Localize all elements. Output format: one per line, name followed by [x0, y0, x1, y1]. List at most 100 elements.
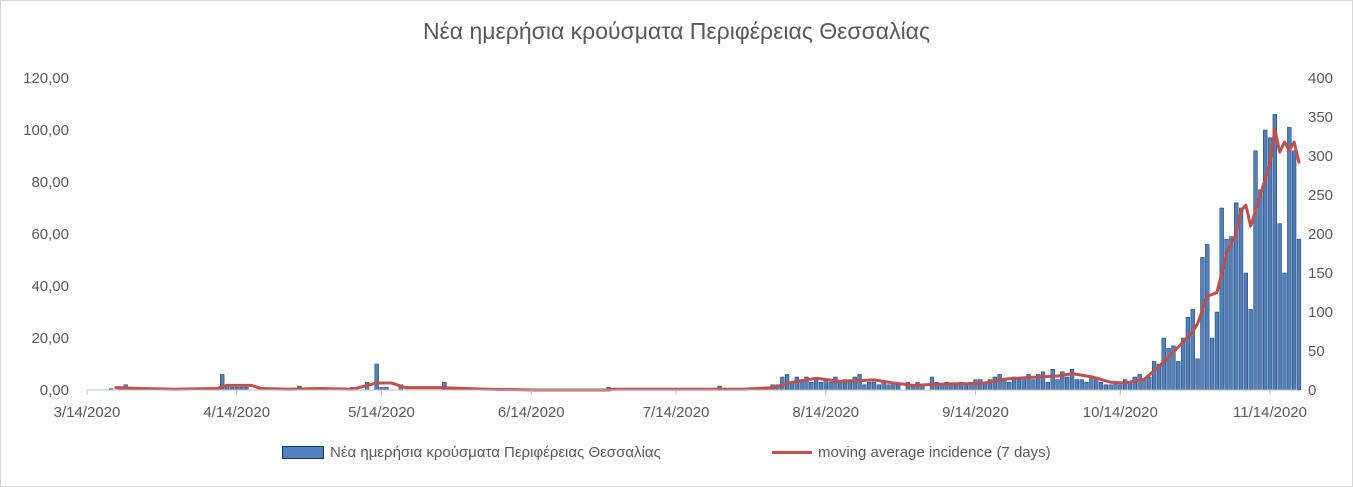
bar	[1050, 368, 1055, 391]
y-left-tick-label: 60,00	[31, 226, 69, 243]
bar	[896, 384, 901, 391]
bar	[1205, 244, 1210, 391]
moving-average-line	[114, 127, 1301, 392]
bar	[818, 381, 824, 391]
bar	[871, 381, 877, 391]
bar	[1147, 376, 1152, 391]
bar	[1238, 207, 1244, 391]
bar	[1137, 374, 1142, 391]
legend-item-bar: Νέα ημερήσια κρούσματα Περιφέρειας Θεσσα…	[282, 444, 661, 461]
bar	[1243, 272, 1248, 391]
y-right-tick-label: 400	[1308, 70, 1333, 87]
bar	[794, 376, 799, 391]
chart-title: Νέα ημερήσια κρούσματα Περιφέρειας Θεσσα…	[422, 18, 931, 44]
bar	[1016, 379, 1022, 391]
bar	[963, 384, 968, 391]
bar	[1055, 379, 1060, 391]
bar	[838, 381, 843, 391]
legend-item-line: moving average incidence (7 days)	[772, 444, 1051, 461]
bar	[1074, 379, 1079, 391]
y-left-tick-label: 100,00	[23, 122, 69, 139]
y-right-tick-label: 100	[1308, 304, 1333, 321]
y-right-tick-label: 0	[1308, 382, 1316, 399]
bar	[1185, 316, 1191, 391]
y-right-tick-label: 250	[1308, 187, 1333, 204]
x-tick-label: 9/14/2020	[942, 404, 1009, 421]
bar	[954, 384, 959, 391]
bar	[1296, 238, 1302, 391]
bar	[1118, 384, 1123, 391]
bar	[1098, 381, 1104, 391]
bar	[1190, 309, 1195, 391]
bar	[1253, 150, 1258, 391]
bar	[1180, 337, 1186, 391]
bar	[1002, 379, 1007, 391]
bar	[1267, 137, 1273, 391]
x-tick-label: 4/14/2020	[203, 404, 270, 421]
chart-legend: Νέα ημερήσια κρούσματα Περιφέρειας Θεσσα…	[0, 444, 1353, 468]
bar	[1094, 379, 1099, 391]
bar	[1229, 236, 1234, 391]
bar	[867, 381, 872, 391]
bar	[881, 381, 886, 391]
x-tick-label: 6/14/2020	[498, 404, 565, 421]
bar	[1108, 384, 1113, 391]
bar	[1200, 257, 1205, 391]
y-right-tick-label: 350	[1308, 109, 1333, 126]
bar	[1040, 371, 1046, 391]
x-tick-label: 3/14/2020	[54, 404, 121, 421]
bar	[1219, 207, 1224, 391]
bar	[992, 376, 997, 391]
bar	[1195, 358, 1200, 391]
bar	[1007, 381, 1012, 391]
bar	[1263, 129, 1268, 391]
legend-swatch-bar	[282, 446, 324, 459]
y-right-tick-label: 150	[1308, 265, 1333, 282]
bar	[949, 384, 954, 391]
y-right-tick-label: 200	[1308, 226, 1333, 243]
y-left-tick-label: 40,00	[31, 278, 69, 295]
bar	[1282, 272, 1287, 391]
y-left-tick-label: 0,00	[40, 382, 69, 399]
bar	[1065, 376, 1070, 391]
x-tick-label: 8/14/2020	[792, 404, 859, 421]
bar	[374, 363, 379, 391]
y-right-tick-label: 50	[1308, 343, 1325, 360]
legend-label-bar: Νέα ημερήσια κρούσματα Περιφέρειας Θεσσα…	[330, 444, 661, 461]
legend-swatch-line	[772, 451, 812, 454]
bar	[1287, 127, 1292, 391]
bar	[1079, 379, 1084, 391]
x-tick-label: 10/14/2020	[1083, 404, 1158, 421]
bar	[1292, 150, 1297, 391]
bar	[1132, 376, 1137, 391]
bar	[852, 376, 857, 391]
bar	[876, 384, 882, 391]
y-left-tick-label: 120,00	[23, 70, 69, 87]
y-left-tick-label: 80,00	[31, 174, 69, 191]
x-tick-label: 11/14/2020	[1233, 404, 1307, 421]
bar	[809, 381, 814, 391]
y-right-tick-label: 300	[1308, 148, 1333, 165]
bar	[1248, 309, 1253, 391]
bar	[1123, 379, 1128, 391]
legend-label-line: moving average incidence (7 days)	[818, 444, 1051, 461]
x-tick-label: 5/14/2020	[348, 404, 415, 421]
bar	[997, 374, 1002, 391]
bar	[1258, 189, 1263, 391]
bar	[1031, 379, 1036, 391]
bar	[828, 381, 833, 391]
bar	[1089, 376, 1094, 391]
bar	[1151, 361, 1157, 391]
bar	[1209, 337, 1215, 391]
x-tick-label: 7/14/2020	[643, 404, 710, 421]
bar	[862, 384, 867, 391]
bar	[1103, 384, 1108, 391]
bar	[886, 384, 891, 391]
bar	[1084, 381, 1089, 391]
bar	[1176, 361, 1181, 391]
bar	[1045, 381, 1051, 391]
bar	[833, 376, 838, 391]
bar	[1214, 311, 1220, 391]
